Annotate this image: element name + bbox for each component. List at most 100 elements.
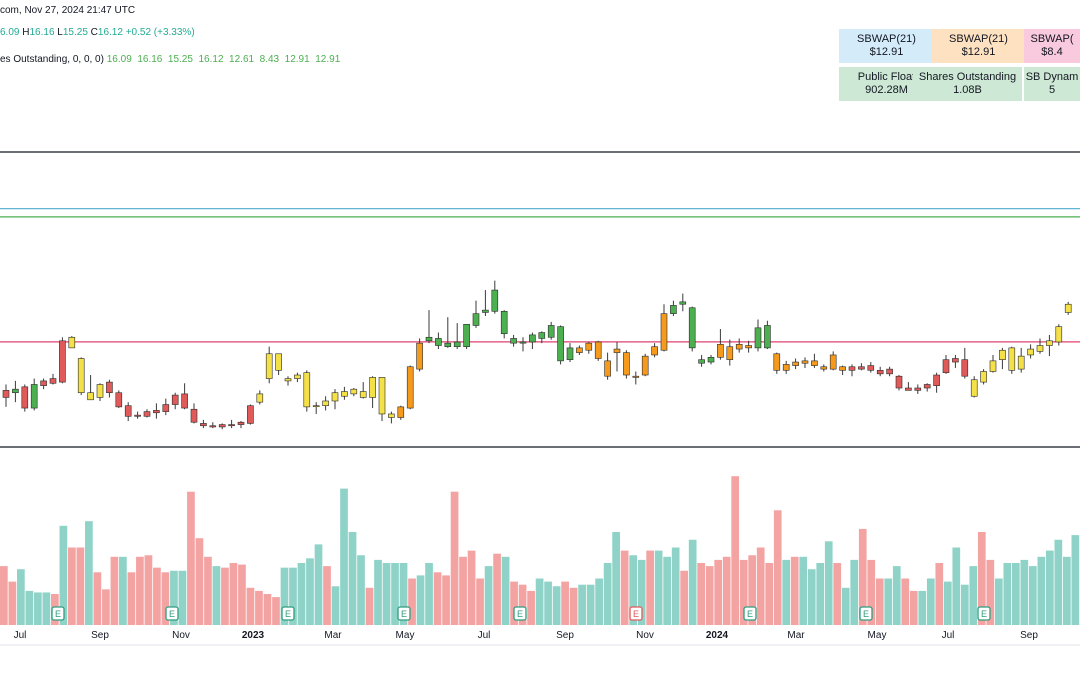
candle-body	[124, 405, 132, 417]
volume-bar	[731, 476, 740, 625]
volume-bar	[782, 559, 791, 625]
candle-body	[322, 400, 329, 407]
card-value: $12.91	[869, 46, 904, 58]
volume-bar	[501, 556, 510, 625]
candle-body	[228, 424, 235, 427]
x-tick-label: Nov	[636, 630, 654, 641]
x-tick-label: May	[868, 630, 887, 641]
volume-bar	[646, 550, 655, 625]
volume-bar	[892, 566, 901, 625]
volume-bar	[739, 559, 748, 625]
volume-bar	[1011, 563, 1020, 625]
card-value: 902.28M	[865, 84, 908, 96]
candle-body	[68, 336, 76, 349]
card-title: SBWAP(21)	[949, 33, 1008, 45]
volume-bar	[671, 547, 680, 625]
candle-body	[171, 394, 179, 405]
earnings-marker-label: E	[169, 609, 175, 619]
candle-body	[294, 374, 301, 379]
ohlc-line: 6.09 H16.16 L15.25 C16.12 +0.52 (+3.33%)	[0, 27, 195, 38]
card-title: Shares Outstanding	[918, 71, 1017, 83]
candle-body	[557, 326, 564, 362]
card-sbwap-3: SBWAP( $8.4	[1024, 29, 1080, 63]
candle-body	[529, 334, 536, 343]
candle-body	[576, 347, 583, 353]
candle-body	[858, 366, 865, 370]
earnings-marker	[165, 606, 179, 621]
candle-body	[594, 341, 602, 359]
volume-bar	[807, 569, 816, 625]
volume-bar	[680, 570, 689, 625]
candle-body	[350, 388, 358, 395]
volume-bar	[76, 547, 85, 625]
candle-body	[500, 310, 508, 335]
candle-body	[96, 384, 104, 398]
candle-body	[717, 344, 724, 358]
volume-bar	[790, 556, 799, 625]
earnings-marker	[281, 606, 295, 621]
volume-bar	[221, 567, 229, 625]
earnings-marker-label: E	[633, 609, 639, 619]
card-sb-dynamic: SB Dynam 5	[1024, 67, 1080, 101]
candle-body	[341, 391, 348, 397]
volume-bar	[824, 541, 833, 625]
volume-bar	[0, 566, 8, 625]
volume-bar	[8, 581, 17, 625]
earnings-marker-label: E	[55, 609, 61, 619]
candle-body	[980, 371, 987, 383]
x-tick-label: May	[396, 630, 415, 641]
indicator-line[interactable]: es Outstanding, 0, 0, 0) 16.09 16.16 15.…	[0, 54, 340, 65]
candle-body	[895, 375, 903, 389]
earnings-marker	[513, 606, 527, 621]
earnings-marker	[743, 606, 757, 621]
candle-body	[265, 353, 273, 379]
candle-body	[942, 359, 950, 373]
candle-body	[820, 366, 828, 370]
card-value: 1.08B	[953, 84, 982, 96]
x-tick-label: Sep	[1020, 630, 1038, 641]
volume-bar	[297, 563, 306, 625]
volume-bar	[391, 563, 399, 625]
volume-bar	[459, 556, 467, 625]
volume-bar	[510, 581, 518, 625]
card-shares-outstanding: Shares Outstanding 1.08B	[913, 67, 1022, 101]
volume-bar	[884, 578, 893, 625]
candle-body	[388, 413, 395, 418]
volume-bar	[195, 538, 204, 625]
volume-bar	[348, 532, 357, 625]
candle-body	[256, 393, 264, 403]
volume-bar	[850, 559, 859, 625]
candle-body	[143, 411, 151, 417]
volume-bar	[926, 578, 935, 625]
volume-bar	[204, 556, 212, 625]
volume-bar	[518, 584, 527, 625]
volume-bar	[450, 491, 459, 625]
candle-body	[632, 375, 640, 378]
candle-body	[275, 353, 282, 371]
volume-bar	[943, 581, 952, 625]
volume-bar	[306, 558, 314, 625]
candle-body	[1055, 326, 1063, 343]
candle-body	[59, 340, 66, 383]
candle-body	[190, 408, 198, 423]
symbol-line: com, Nov 27, 2024 21:47 UTC	[0, 5, 136, 16]
volume-bar	[246, 587, 255, 625]
candle-body	[209, 425, 217, 428]
volume-bar	[901, 578, 910, 625]
volume-bar	[34, 592, 42, 625]
card-title: SBWAP(	[1030, 33, 1074, 45]
candle-body	[735, 344, 743, 350]
candle-body	[651, 346, 658, 356]
volume-bar	[909, 590, 918, 625]
candle-body	[106, 381, 113, 394]
candle-body	[764, 325, 771, 349]
candle-body	[425, 336, 433, 342]
volume-bar	[93, 572, 102, 625]
candle-body	[378, 377, 386, 415]
volume-bar	[663, 556, 672, 625]
earnings-marker-label: E	[517, 609, 523, 619]
candle-body	[754, 327, 762, 349]
candle-body	[406, 366, 414, 409]
card-value: 5	[1048, 84, 1056, 96]
